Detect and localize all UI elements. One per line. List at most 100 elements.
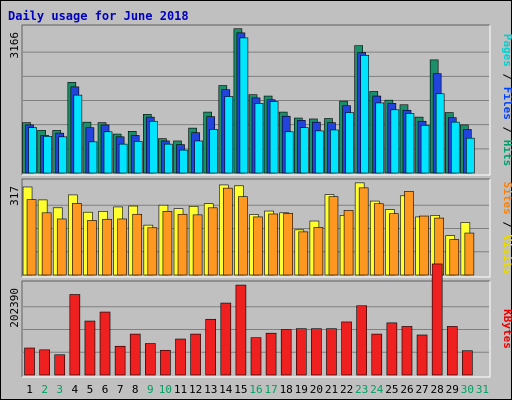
- x-tick-label-day-8: 8: [132, 383, 139, 396]
- x-axis-labels: 1 2 3 4 5 6 7 8 9 10 11 12 13 14 15 16 17 18 19 20 21 22 23 24 2…: [26, 383, 489, 396]
- x-tick-label-day-19: 19: [295, 383, 308, 396]
- bar-pages-day-27: [420, 125, 430, 174]
- x-tick-label-day-31: 31: [476, 383, 489, 396]
- bar-kbytes-day-8: [129, 333, 141, 376]
- panel-border-shadow: [21, 178, 490, 277]
- legend-entry: Hits: [501, 140, 512, 167]
- bar-kbytes-day-11: [175, 338, 186, 376]
- x-tick-label-day-30: 30: [461, 383, 474, 396]
- bar-sites-day-10: [162, 211, 173, 276]
- bar-sites-day-3: [56, 218, 67, 276]
- bar-kbytes-day-24: [371, 333, 383, 376]
- bar-sites-day-21: [328, 196, 339, 276]
- x-tick-label-day-17: 17: [264, 383, 277, 396]
- bar-pages-day-15: [239, 37, 249, 174]
- chart-title: Daily usage for June 2018: [8, 9, 189, 23]
- x-tick-label-day-13: 13: [204, 383, 217, 396]
- bar-sites-day-30: [464, 232, 475, 276]
- legend-entry: Sites: [501, 182, 512, 215]
- bar-sites-day-29: [449, 239, 460, 276]
- bar-pages-day-11: [179, 149, 188, 174]
- bar-kbytes-day-22: [341, 321, 352, 376]
- bar-sites-day-11: [177, 213, 188, 276]
- x-tick-label-day-23: 23: [355, 383, 368, 396]
- x-tick-label-day-11: 11: [174, 383, 187, 396]
- max-value-label: 317: [8, 186, 21, 206]
- bar-sites-day-9: [147, 227, 158, 276]
- bar-kbytes-day-17: [265, 332, 277, 376]
- bar-kbytes-day-1: [24, 347, 35, 376]
- bar-sites-day-5: [87, 220, 97, 276]
- x-tick-label-day-21: 21: [325, 383, 338, 396]
- bar-sites-day-27: [419, 215, 429, 276]
- bar-kbytes-day-12: [190, 333, 201, 376]
- bar-sites-day-4: [72, 203, 82, 276]
- bar-sites-day-8: [132, 213, 143, 276]
- bar-kbytes-day-3: [54, 354, 66, 376]
- bar-kbytes-day-27: [416, 334, 428, 376]
- bar-pages-day-2: [43, 136, 52, 174]
- bar-sites-day-17: [268, 213, 278, 276]
- bar-kbytes-day-7: [114, 345, 126, 376]
- bar-kbytes-day-13: [205, 318, 217, 376]
- bar-kbytes-day-26: [401, 326, 413, 376]
- x-tick-label-day-22: 22: [340, 383, 353, 396]
- bar-kbytes-day-6: [99, 311, 111, 376]
- x-tick-label-day-12: 12: [189, 383, 202, 396]
- legend-visits-sites: Sites / Visits: [501, 182, 512, 275]
- bar-sites-day-26: [404, 191, 414, 276]
- bar-pages-day-5: [88, 141, 98, 174]
- bar-pages-day-9: [149, 120, 158, 174]
- bar-pages-day-13: [209, 129, 219, 174]
- bar-pages-day-7: [118, 143, 128, 174]
- bar-pages-day-19: [299, 127, 309, 174]
- x-tick-label-day-10: 10: [159, 383, 172, 396]
- bar-kbytes-day-25: [386, 322, 398, 376]
- panel-visits-sites: 317 Sites / Visits: [8, 178, 512, 278]
- bar-kbytes-day-18: [280, 329, 292, 376]
- x-tick-label-day-18: 18: [280, 383, 293, 396]
- legend-entry: KBytes: [501, 309, 512, 349]
- bar-kbytes-day-9: [145, 343, 156, 376]
- legend-entry: Visits: [501, 235, 512, 275]
- bar-kbytes-day-15: [235, 284, 247, 376]
- bar-sites-day-7: [117, 218, 127, 276]
- bar-pages-day-1: [28, 127, 37, 174]
- panel-border-highlight: [22, 25, 491, 176]
- x-tick-label-day-2: 2: [41, 383, 48, 396]
- x-tick-label-day-24: 24: [370, 383, 384, 396]
- x-tick-label-day-26: 26: [400, 383, 413, 396]
- legend-entry: /: [501, 67, 512, 87]
- legend-hits-files-pages: Pages / Files / Hits: [501, 34, 512, 167]
- x-tick-label-day-20: 20: [310, 383, 323, 396]
- x-tick-label-day-6: 6: [102, 383, 109, 396]
- x-tick-label-day-5: 5: [87, 383, 94, 396]
- x-tick-label-day-29: 29: [446, 383, 459, 396]
- bar-kbytes-day-2: [39, 349, 50, 376]
- bar-sites-day-23: [358, 187, 369, 276]
- x-tick-label-day-1: 1: [26, 383, 33, 396]
- bar-sites-day-15: [238, 196, 248, 276]
- bar-pages-day-6: [103, 131, 113, 174]
- bar-pages-day-26: [405, 113, 415, 174]
- bar-pages-day-10: [164, 143, 173, 174]
- legend-entry: Files: [501, 87, 512, 120]
- x-tick-label-day-3: 3: [56, 383, 63, 396]
- bar-kbytes-day-5: [84, 320, 96, 376]
- bar-pages-day-28: [435, 93, 445, 174]
- bar-sites-day-24: [373, 203, 384, 276]
- bar-sites-day-20: [313, 227, 324, 276]
- x-tick-label-day-25: 25: [385, 383, 398, 396]
- bar-pages-day-4: [73, 94, 83, 174]
- bar-kbytes-day-23: [356, 305, 367, 376]
- bar-pages-day-16: [254, 103, 264, 174]
- panels-layer: 3166 Pages / Files / Hits 317 Sites / Visit…: [8, 24, 512, 378]
- bar-sites-day-14: [223, 187, 233, 276]
- legend-kbytes: KBytes: [501, 309, 512, 349]
- x-tick-label-day-7: 7: [117, 383, 124, 396]
- bar-pages-day-3: [58, 136, 68, 174]
- x-tick-label-day-14: 14: [219, 383, 233, 396]
- bar-kbytes-day-16: [250, 337, 262, 376]
- bar-sites-day-19: [298, 231, 309, 276]
